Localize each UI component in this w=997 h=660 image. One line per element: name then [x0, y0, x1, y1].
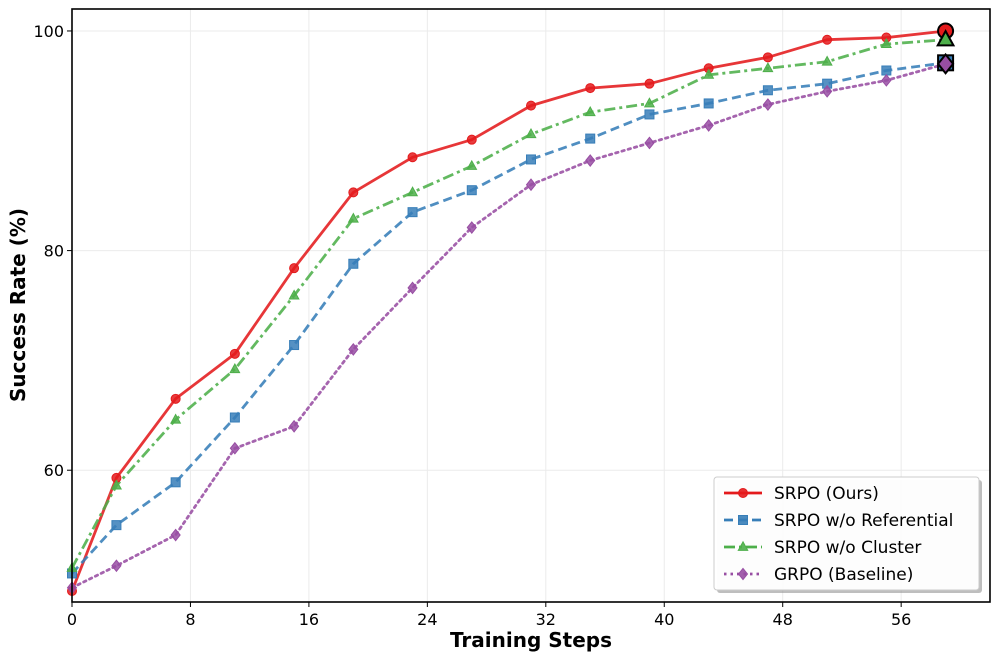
data-point-grpo-baseline — [229, 441, 241, 455]
data-point-srpo-w-o-referential — [348, 258, 359, 269]
data-point-srpo-w-o-cluster — [110, 479, 122, 490]
data-point-grpo-baseline — [170, 528, 181, 542]
data-point-grpo-baseline — [762, 98, 774, 111]
series-line-srpo-ours — [70, 29, 946, 592]
data-point-grpo-baseline — [111, 559, 122, 573]
data-point-srpo-w-o-referential — [407, 207, 418, 218]
data-point-srpo-w-o-referential — [881, 65, 892, 76]
final-point-grpo-baseline — [936, 52, 955, 75]
data-point-srpo-w-o-referential — [289, 340, 300, 351]
legend-label: GRPO (Baseline) — [774, 565, 913, 585]
series-line-srpo-w-o-referential — [70, 61, 946, 575]
data-point-srpo-w-o-referential — [111, 520, 122, 531]
legend-marker-2 — [737, 540, 749, 551]
data-point-grpo-baseline — [525, 178, 537, 192]
y-tick-label: 100 — [33, 22, 64, 41]
x-axis-ticks: 0 8 16 24 32 40 48 56 — [67, 602, 911, 629]
legend: SRPO (Ours) SRPO w/o Referential SRPO w/o … — [713, 476, 982, 593]
data-point-srpo-w-o-cluster — [466, 159, 478, 170]
data-point-srpo-w-o-cluster — [880, 37, 892, 49]
x-tick-label: 0 — [67, 610, 77, 629]
series-lines — [70, 29, 947, 592]
data-point-srpo-ours — [644, 78, 655, 89]
x-tick-label: 40 — [654, 610, 674, 629]
data-point-srpo-ours — [170, 393, 181, 404]
data-point-srpo-w-o-cluster — [643, 97, 656, 108]
data-point-grpo-baseline — [585, 154, 596, 167]
data-point-srpo-w-o-referential — [762, 85, 773, 96]
data-point-srpo-w-o-cluster — [170, 413, 182, 424]
x-tick-label: 24 — [417, 610, 437, 629]
legend-box — [713, 476, 980, 591]
data-point-srpo-ours — [229, 348, 240, 359]
data-point-srpo-w-o-referential — [229, 412, 240, 423]
data-point-srpo-ours — [289, 263, 300, 274]
data-point-srpo-w-o-cluster — [406, 186, 419, 197]
data-point-grpo-baseline — [644, 136, 655, 150]
plot-frame — [71, 8, 991, 603]
data-point-grpo-baseline — [288, 419, 300, 433]
data-point-srpo-w-o-cluster — [347, 212, 359, 223]
data-point-srpo-ours — [407, 152, 418, 163]
x-tick-label: 56 — [891, 610, 911, 629]
legend-marker-1 — [738, 515, 748, 525]
grid — [71, 9, 990, 602]
data-point-srpo-w-o-referential — [644, 109, 655, 120]
series-line-grpo-baseline — [70, 62, 947, 590]
data-point-srpo-w-o-cluster — [229, 362, 241, 374]
legend-label: SRPO w/o Referential — [774, 511, 953, 531]
data-point-srpo-w-o-referential — [170, 477, 181, 488]
series-line-srpo-w-o-cluster — [70, 38, 946, 569]
y-tick-label: 60 — [44, 461, 64, 480]
data-point-grpo-baseline — [407, 281, 418, 295]
legend-marker-0 — [738, 488, 748, 498]
data-point-srpo-w-o-cluster — [288, 289, 300, 300]
data-point-srpo-w-o-referential — [703, 98, 714, 109]
data-point-srpo-w-o-cluster — [762, 62, 774, 73]
data-point-srpo-w-o-referential — [466, 185, 477, 196]
y-axis-ticks: 60 80 100 — [33, 22, 72, 480]
x-tick-label: 48 — [773, 610, 793, 629]
data-point-srpo-ours — [526, 100, 536, 111]
data-point-grpo-baseline — [703, 118, 714, 132]
final-point-srpo-w-o-cluster — [936, 29, 956, 47]
legend-label: SRPO (Ours) — [774, 484, 879, 504]
data-point-srpo-ours — [585, 83, 596, 94]
data-point-grpo-baseline — [466, 221, 477, 234]
x-tick-label: 16 — [299, 610, 319, 629]
data-point-srpo-w-o-cluster — [821, 55, 833, 66]
data-point-srpo-w-o-referential — [526, 154, 536, 165]
y-axis-title: Success Rate (%) — [6, 208, 30, 402]
data-point-grpo-baseline — [881, 73, 892, 87]
series-markers — [66, 22, 956, 597]
legend-marker-3 — [737, 567, 749, 581]
data-point-srpo-ours — [348, 187, 359, 198]
data-point-srpo-ours — [466, 134, 477, 145]
data-point-grpo-baseline — [348, 343, 359, 356]
x-axis-title: Training Steps — [450, 628, 612, 652]
x-tick-label: 32 — [536, 610, 556, 629]
legend-label: SRPO w/o Cluster — [774, 538, 921, 558]
data-point-grpo-baseline — [821, 84, 833, 98]
data-point-srpo-w-o-referential — [585, 133, 596, 144]
y-tick-label: 80 — [44, 242, 64, 261]
data-point-srpo-w-o-cluster — [525, 127, 537, 139]
data-point-srpo-w-o-cluster — [584, 106, 596, 117]
x-tick-label: 8 — [185, 610, 195, 629]
data-point-srpo-w-o-cluster — [703, 68, 715, 79]
data-point-srpo-ours — [822, 34, 833, 45]
data-point-srpo-ours — [762, 52, 773, 63]
